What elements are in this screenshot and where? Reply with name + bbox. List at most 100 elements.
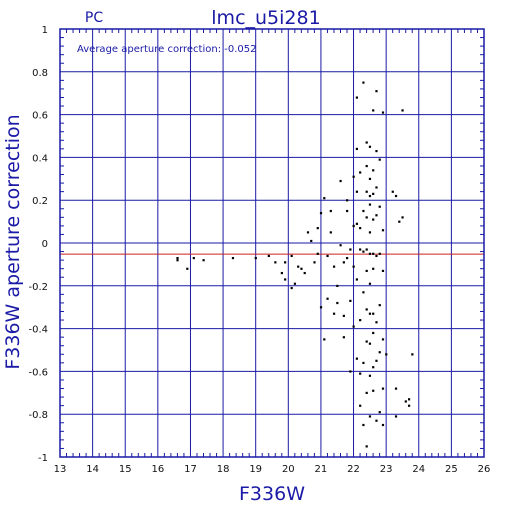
data-point (274, 261, 277, 264)
data-point (280, 271, 283, 275)
data-point (365, 164, 368, 168)
y-tick-label: -0.2 (28, 282, 48, 293)
data-point (202, 259, 205, 262)
x-tick-label: 24 (412, 464, 425, 475)
data-point (336, 301, 339, 305)
data-point (355, 222, 358, 225)
data-point (346, 209, 349, 213)
data-point (359, 248, 362, 251)
data-point (378, 205, 381, 208)
data-point (336, 284, 339, 287)
data-point (352, 224, 355, 228)
data-point (355, 278, 358, 281)
grid-lines (59, 28, 485, 458)
data-point (368, 145, 372, 148)
data-point (332, 312, 336, 315)
data-point (359, 319, 362, 322)
data-point (284, 261, 287, 264)
data-point (349, 248, 352, 251)
data-point (407, 404, 411, 407)
y-tick-label: -0.8 (28, 410, 48, 421)
data-point (352, 175, 355, 178)
data-point (267, 254, 270, 258)
data-point (365, 445, 368, 448)
data-point (362, 250, 365, 253)
data-point (359, 171, 362, 174)
y-tick-label: 1 (42, 25, 48, 36)
y-tick-label: 0.8 (32, 68, 48, 79)
data-point (192, 256, 195, 260)
data-point (332, 265, 336, 268)
y-tick-label: 0.2 (32, 196, 48, 207)
y-tick-label: -0.6 (28, 367, 48, 378)
data-point (176, 259, 179, 262)
data-point (398, 220, 401, 223)
data-point (372, 366, 375, 369)
data-point (362, 361, 365, 365)
x-tick-label: 19 (249, 464, 262, 475)
data-point (326, 254, 329, 258)
data-point (329, 231, 332, 234)
x-tick-label: 17 (184, 464, 197, 475)
data-point (323, 197, 326, 200)
y-tick-label: -1 (38, 453, 48, 464)
data-point (316, 227, 319, 230)
data-point (339, 179, 342, 183)
data-point (404, 400, 407, 403)
data-point (378, 252, 381, 255)
data-point (359, 372, 362, 375)
data-point (290, 254, 293, 258)
data-point (365, 340, 368, 343)
data-point (306, 231, 310, 234)
data-point (368, 415, 372, 418)
data-point (365, 391, 368, 394)
y-tick-label: -0.4 (28, 325, 48, 336)
data-point (378, 351, 381, 354)
data-point (372, 252, 375, 255)
data-point (372, 192, 375, 195)
y-tick-label: 0 (42, 239, 48, 250)
data-point (372, 169, 375, 172)
data-point (375, 254, 378, 258)
x-tick-label: 18 (217, 464, 230, 475)
data-point (385, 353, 388, 356)
plot-frame (59, 28, 485, 458)
data-point (346, 199, 349, 202)
data-point (352, 265, 355, 268)
data-point (411, 353, 414, 356)
data-point (352, 325, 355, 328)
data-point (290, 286, 293, 290)
data-point (323, 338, 326, 341)
data-point (372, 312, 375, 315)
data-point (329, 209, 332, 213)
data-point (365, 308, 368, 311)
data-point (293, 282, 297, 285)
data-point (368, 252, 372, 255)
data-point (313, 261, 316, 264)
data-point (407, 398, 411, 401)
data-points (176, 81, 414, 448)
data-point (401, 216, 404, 219)
data-point (355, 190, 358, 193)
x-tick-label: 25 (445, 464, 458, 475)
data-point (368, 342, 372, 345)
data-point (375, 359, 378, 362)
data-point (365, 216, 368, 219)
data-point (365, 141, 368, 144)
data-point (362, 423, 365, 427)
data-point (381, 387, 385, 390)
data-point (303, 271, 306, 275)
x-tick-label: 21 (315, 464, 328, 475)
data-point (300, 267, 303, 270)
data-point (375, 214, 378, 217)
data-point (339, 244, 342, 247)
data-point (368, 231, 372, 234)
data-point (381, 229, 385, 232)
data-point (401, 109, 404, 112)
corner-label: PC (85, 10, 103, 26)
data-point (297, 265, 300, 268)
data-point (176, 256, 179, 260)
data-point (375, 149, 378, 153)
data-point (362, 291, 365, 294)
data-point (368, 177, 372, 180)
